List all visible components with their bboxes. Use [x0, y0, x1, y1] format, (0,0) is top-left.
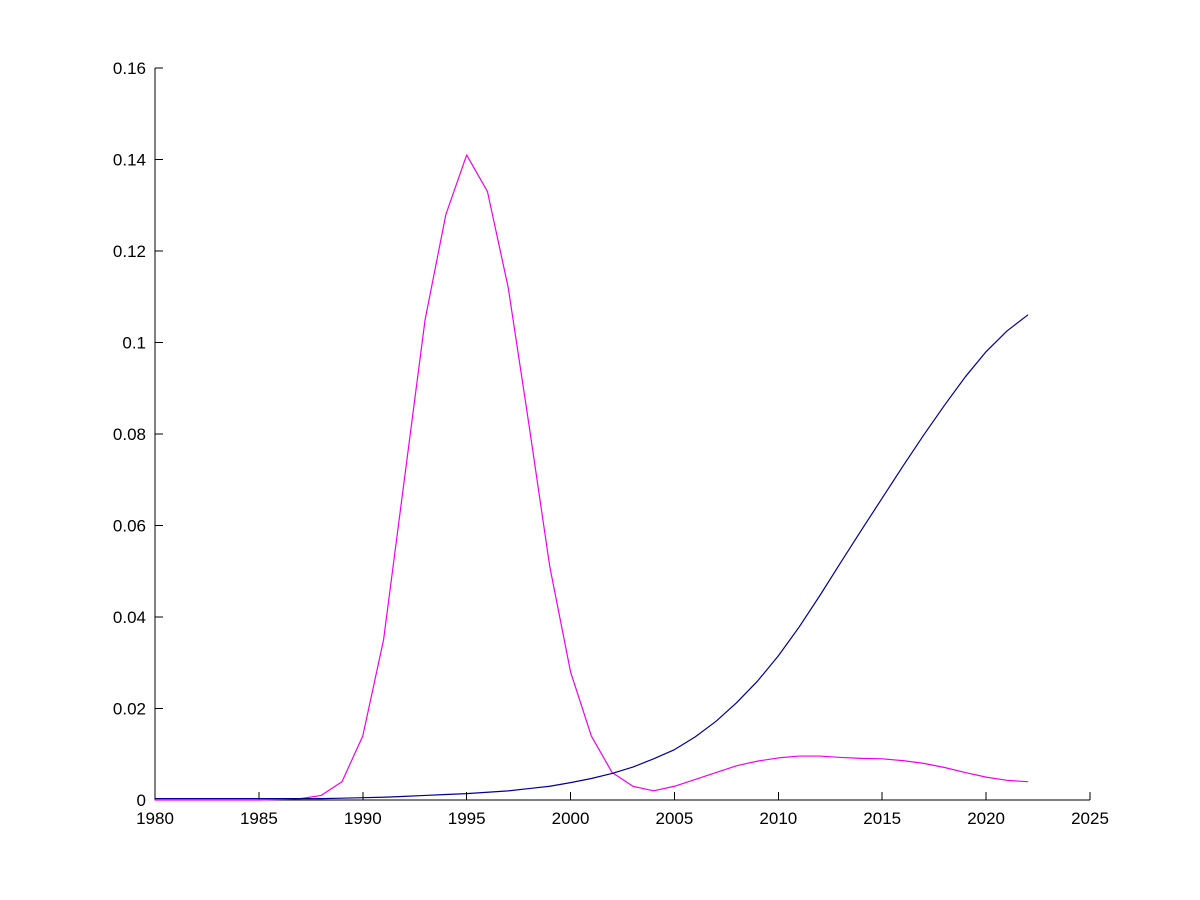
y-tick-label: 0.04: [113, 608, 146, 627]
y-tick-label: 0.06: [113, 517, 146, 536]
x-tick-label: 2010: [759, 809, 797, 828]
x-tick-label: 1990: [344, 809, 382, 828]
y-tick-label: 0.12: [113, 242, 146, 261]
axes: [154, 67, 1091, 801]
tick-labels: 1980 1985 1990 1995 2000 2005 2010 2015 2020 2025…: [113, 59, 1109, 828]
y-tick-label: 0.16: [113, 59, 146, 78]
y-tick-label: 0: [137, 791, 146, 810]
x-tick-label: 2020: [967, 809, 1005, 828]
y-tick-label: 0.02: [113, 700, 146, 719]
x-tick-label: 2025: [1071, 809, 1109, 828]
x-tick-label: 2000: [552, 809, 590, 828]
y-tick-label: 0.08: [113, 425, 146, 444]
y-tick-label: 0.14: [113, 151, 146, 170]
magenta-series: [154, 154, 1029, 801]
y-tick-label: 0.1: [122, 334, 146, 353]
blue-series: [154, 314, 1029, 800]
x-tick-label: 1980: [136, 809, 174, 828]
axis-lines: [154, 68, 1090, 801]
x-tick-label: 1985: [240, 809, 278, 828]
x-tick-label: 2015: [863, 809, 901, 828]
chart-series: [154, 154, 1029, 801]
x-tick-label: 2005: [656, 809, 694, 828]
x-tick-label: 1995: [448, 809, 486, 828]
